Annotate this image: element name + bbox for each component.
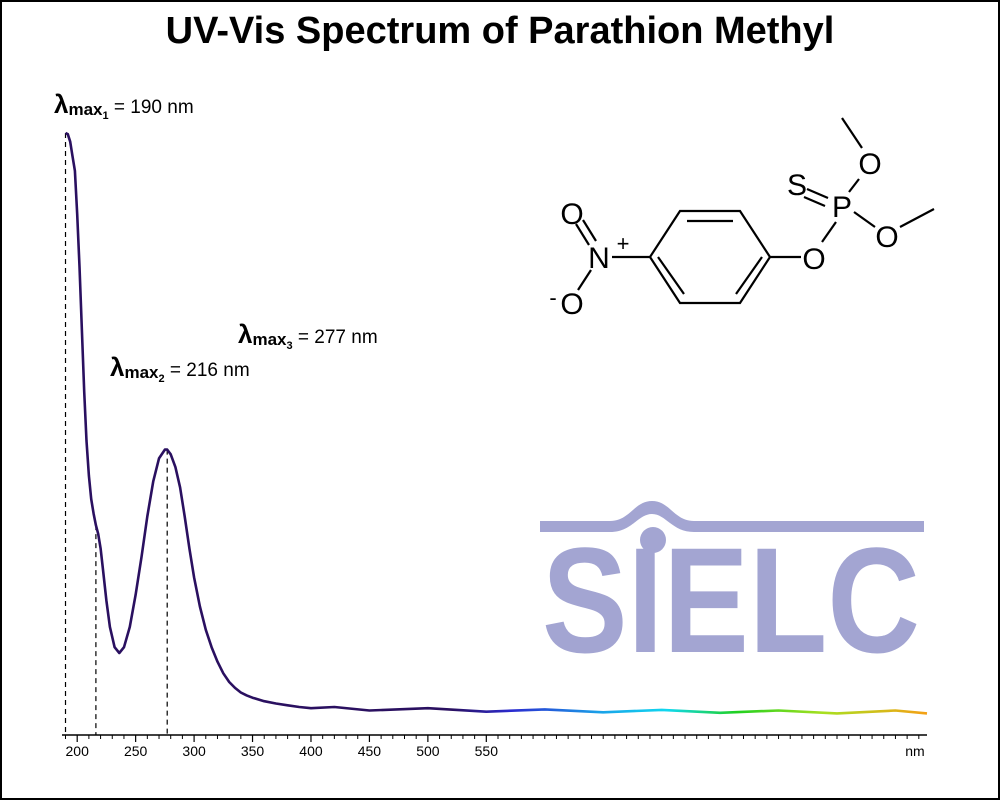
atom-labels: O N + - O S P O O O bbox=[549, 148, 898, 321]
sielc-logo: SIELC bbox=[540, 501, 924, 684]
atom-charge-plus: + bbox=[617, 231, 630, 256]
p-s-double-bond bbox=[806, 187, 829, 200]
x-tick-label: 200 bbox=[66, 743, 90, 759]
atom-n: N bbox=[588, 242, 610, 275]
x-tick-label: 250 bbox=[124, 743, 148, 759]
benzene-ring bbox=[648, 209, 772, 305]
p-o-bond bbox=[848, 178, 860, 193]
atom-s: S bbox=[787, 169, 807, 202]
x-tick-label: 550 bbox=[475, 743, 499, 759]
n-o-double-bond bbox=[575, 223, 590, 246]
ring-double-bond bbox=[735, 256, 763, 295]
o-p-bond bbox=[821, 221, 837, 243]
logo-i-dot bbox=[640, 527, 666, 553]
spectrum-line bbox=[64, 131, 928, 715]
logo-swoosh bbox=[540, 501, 924, 532]
x-tick-label: 450 bbox=[358, 743, 382, 759]
x-tick-label: 350 bbox=[241, 743, 265, 759]
peak-label: λmax3 = 277 nm bbox=[238, 319, 378, 352]
peak-label: λmax1 = 190 nm bbox=[54, 89, 194, 122]
x-axis-ticks: 200 250 300 350 400 450 500 550 bbox=[65, 735, 920, 759]
logo-text: SIELC bbox=[542, 516, 920, 684]
n-o-double-bond bbox=[582, 219, 597, 242]
peak-label: λmax2 = 216 nm bbox=[110, 352, 250, 385]
molecule-structure bbox=[575, 117, 935, 305]
methyl-bond bbox=[841, 117, 863, 149]
atom-o-up: O bbox=[858, 148, 881, 181]
x-axis-unit: nm bbox=[905, 743, 924, 759]
atom-o-right: O bbox=[875, 221, 898, 254]
atom-o-link: O bbox=[802, 243, 825, 276]
x-tick-label: 400 bbox=[299, 743, 323, 759]
chart-title: UV-Vis Spectrum of Parathion Methyl bbox=[165, 10, 835, 52]
atom-charge-minus: - bbox=[549, 285, 556, 310]
atom-o-bottom: O bbox=[560, 288, 583, 321]
x-tick-label: 500 bbox=[416, 743, 440, 759]
ring-double-bond bbox=[657, 256, 685, 295]
methyl-bond bbox=[899, 208, 935, 228]
peak-droplines bbox=[64, 133, 168, 735]
p-s-double-bond bbox=[803, 195, 826, 208]
atom-p: P bbox=[832, 191, 852, 224]
p-o-bond bbox=[853, 211, 876, 228]
n-o-bond bbox=[577, 269, 592, 291]
atom-o-top: O bbox=[560, 198, 583, 231]
x-tick-label: 300 bbox=[182, 743, 206, 759]
